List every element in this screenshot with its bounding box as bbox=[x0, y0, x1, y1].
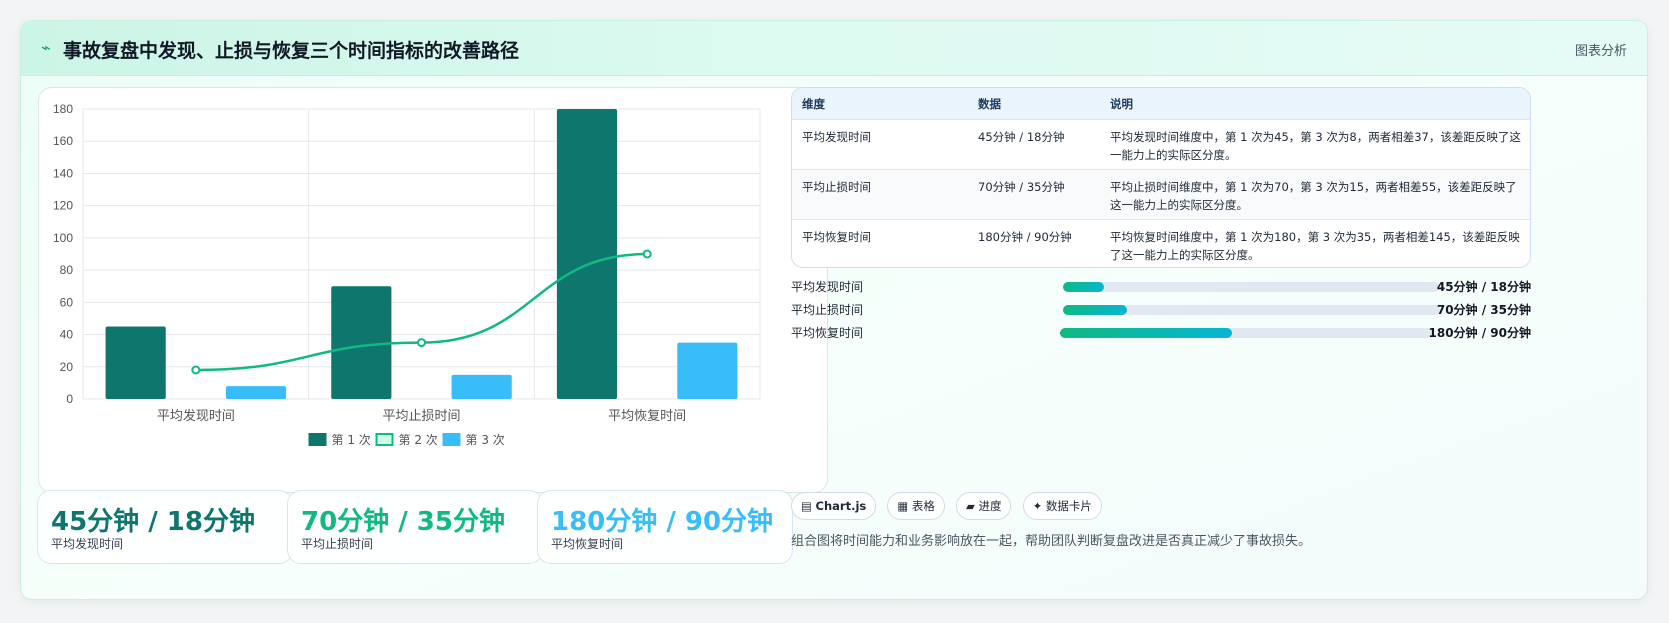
progress-track bbox=[1063, 282, 1440, 292]
stat-value: 70分钟 / 35分钟 bbox=[301, 507, 505, 537]
bar bbox=[556, 109, 618, 399]
chart-icon: ▤ bbox=[801, 499, 812, 513]
chip-progress[interactable]: ▰ 进度 bbox=[955, 492, 1012, 520]
line-point bbox=[191, 365, 201, 375]
table-cell: 平均发现时间维度中，第 1 次为45，第 3 次为8，两者相差37，该差距反映了… bbox=[1110, 130, 1521, 162]
legend-swatch bbox=[442, 433, 461, 446]
y-tick-label: 60 bbox=[60, 295, 74, 309]
progress-row: 平均恢复时间 180分钟 / 90分钟 bbox=[791, 323, 1531, 341]
chart-svg: 0 20 40 60 80 100 120 140 160 180 平均发现时间 平均止损时间 平均恢复… bbox=[53, 102, 761, 447]
chip-table[interactable]: ▦ 表格 bbox=[887, 492, 945, 520]
progress-value: 45分钟 / 18分钟 bbox=[1436, 280, 1531, 294]
progress-track bbox=[1060, 328, 1434, 338]
table-header-cell: 维度 bbox=[802, 97, 825, 111]
stat-value: 45分钟 / 18分钟 bbox=[51, 507, 255, 537]
table-row: 平均发现时间 45分钟 / 18分钟 平均发现时间维度中，第 1 次为45，第 … bbox=[792, 119, 1530, 169]
bar bbox=[225, 386, 287, 399]
table-cell: 平均止损时间 bbox=[802, 180, 871, 194]
table-cell: 平均恢复时间维度中，第 1 次为180，第 3 次为35，两者相差145，该差距… bbox=[1110, 230, 1520, 262]
bar bbox=[105, 326, 166, 399]
bar bbox=[451, 374, 512, 399]
table-row: 平均止损时间 70分钟 / 35分钟 平均止损时间维度中，第 1 次为70，第 … bbox=[792, 169, 1530, 219]
chart-analysis-tag: 图表分析 bbox=[1574, 44, 1627, 59]
y-tick-label: 40 bbox=[60, 328, 74, 342]
table-cell: 45分钟 / 18分钟 bbox=[978, 130, 1065, 144]
table-cell: 180分钟 / 90分钟 bbox=[978, 230, 1072, 244]
progress-label: 平均恢复时间 bbox=[791, 326, 864, 340]
line-point bbox=[642, 249, 652, 259]
stat-card-mitigation: 70分钟 / 35分钟 平均止损时间 bbox=[287, 490, 543, 564]
table-header-row: 维度 数据 说明 bbox=[792, 88, 1530, 121]
progress-row: 平均发现时间 45分钟 / 18分钟 bbox=[791, 277, 1531, 295]
x-tick-label: 平均发现时间 bbox=[157, 408, 235, 424]
chip-label: 表格 bbox=[911, 499, 935, 513]
chip-label: Chart.js bbox=[815, 499, 867, 513]
card-icon: ✦ bbox=[1032, 499, 1043, 513]
legend-label: 第 2 次 bbox=[399, 433, 438, 447]
stat-value: 180分钟 / 90分钟 bbox=[551, 507, 774, 537]
table-cell: 平均发现时间 bbox=[802, 130, 871, 144]
y-tick-label: 100 bbox=[53, 231, 73, 245]
progress-row: 平均止损时间 70分钟 / 35分钟 bbox=[791, 300, 1531, 318]
y-tick-label: 0 bbox=[66, 392, 73, 406]
combo-chart: 0 20 40 60 80 100 120 140 160 180 平均发现时间 平均止损时间 平均恢复… bbox=[38, 87, 828, 493]
line-point bbox=[417, 338, 426, 348]
progress-fill bbox=[1063, 305, 1128, 315]
stat-card-recovery: 180分钟 / 90分钟 平均恢复时间 bbox=[537, 490, 793, 564]
y-tick-label: 80 bbox=[60, 263, 74, 277]
legend-swatch bbox=[375, 433, 394, 446]
card-header: ⌁ 事故复盘中发现、止损与恢复三个时间指标的改善路径 图表分析 bbox=[21, 21, 1647, 76]
lightning-icon: ⌁ bbox=[41, 38, 51, 57]
chip-label: 进度 bbox=[978, 499, 1002, 513]
chip-chartjs[interactable]: ▤ Chart.js bbox=[791, 492, 877, 520]
y-tick-label: 20 bbox=[60, 360, 74, 374]
card-title: 事故复盘中发现、止损与恢复三个时间指标的改善路径 bbox=[63, 40, 520, 62]
table-cell: 平均恢复时间 bbox=[802, 230, 871, 244]
stat-card-discovery: 45分钟 / 18分钟 平均发现时间 bbox=[37, 490, 293, 564]
progress-icon: ▰ bbox=[965, 499, 975, 513]
progress-fill bbox=[1060, 328, 1233, 338]
bar bbox=[677, 342, 738, 399]
y-tick-label: 120 bbox=[53, 199, 73, 213]
progress-label: 平均发现时间 bbox=[791, 280, 864, 294]
progress-value: 180分钟 / 90分钟 bbox=[1428, 326, 1532, 340]
progress-fill bbox=[1063, 282, 1105, 292]
legend-swatch bbox=[308, 433, 327, 446]
table-cell: 平均止损时间维度中，第 1 次为70，第 3 次为15，两者相差55，该差距反映… bbox=[1110, 180, 1517, 212]
tech-chips: ▤ Chart.js ▦ 表格 ▰ 进度 ✦ 数据卡片 bbox=[791, 492, 1108, 520]
stat-label: 平均恢复时间 bbox=[551, 537, 624, 551]
table-header-cell: 说明 bbox=[1110, 97, 1133, 111]
progress-track bbox=[1063, 305, 1440, 315]
table-cell: 70分钟 / 35分钟 bbox=[978, 180, 1065, 194]
legend-label: 第 1 次 bbox=[332, 433, 371, 447]
legend-label: 第 3 次 bbox=[466, 433, 505, 447]
table-row: 平均恢复时间 180分钟 / 90分钟 平均恢复时间维度中，第 1 次为180，… bbox=[792, 219, 1530, 267]
stat-label: 平均止损时间 bbox=[301, 537, 374, 551]
y-tick-label: 140 bbox=[53, 166, 73, 180]
stat-label: 平均发现时间 bbox=[51, 537, 124, 551]
data-table: 维度 数据 说明 平均发现时间 45分钟 / 18分钟 平均发现时间维度中，第 … bbox=[791, 87, 1531, 268]
chip-data-card[interactable]: ✦ 数据卡片 bbox=[1022, 492, 1102, 520]
progress-label: 平均止损时间 bbox=[791, 303, 864, 317]
table-header-cell: 数据 bbox=[978, 97, 1001, 111]
y-tick-label: 180 bbox=[53, 102, 73, 116]
table-icon: ▦ bbox=[897, 499, 909, 513]
bar bbox=[331, 286, 392, 399]
y-tick-label: 160 bbox=[53, 134, 73, 148]
progress-value: 70分钟 / 35分钟 bbox=[1436, 303, 1531, 317]
x-tick-label: 平均止损时间 bbox=[382, 409, 460, 424]
x-tick-label: 平均恢复时间 bbox=[608, 409, 686, 424]
chip-label: 数据卡片 bbox=[1045, 499, 1092, 513]
footnote: 组合图将时间能力和业务影响放在一起，帮助团队判断复盘改进是否真正减少了事故损失。 bbox=[791, 534, 1312, 549]
